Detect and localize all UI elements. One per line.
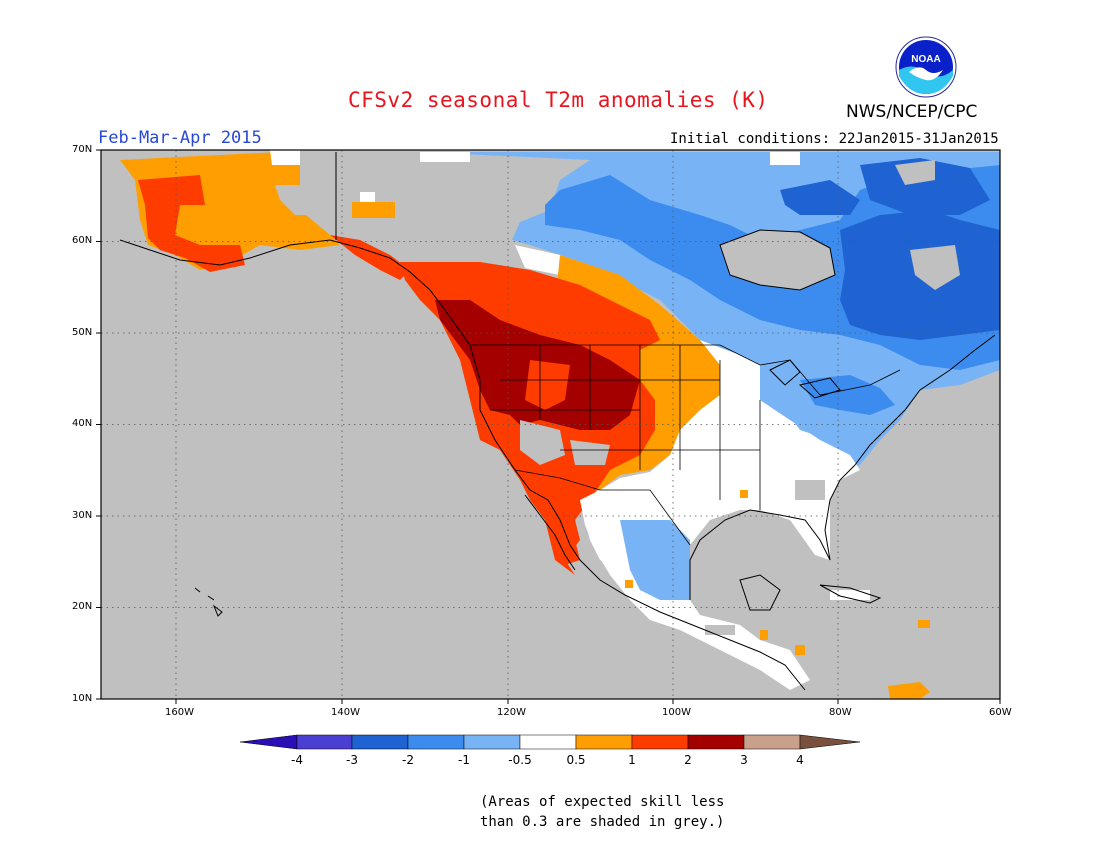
state-lines bbox=[490, 345, 761, 510]
colorbar-label: -0.5 bbox=[508, 753, 532, 767]
yukon-orange-patch bbox=[352, 202, 395, 218]
lat-label: 40N bbox=[72, 418, 93, 429]
central-america-orange-dot bbox=[760, 630, 768, 640]
colorbar-label: -3 bbox=[346, 753, 358, 767]
lat-label: 30N bbox=[72, 510, 93, 521]
bc-coast-red bbox=[330, 235, 410, 280]
mexico-orange-dot bbox=[625, 580, 633, 588]
skill-note-line: (Areas of expected skill less bbox=[480, 794, 725, 810]
pacific-coastline bbox=[119, 239, 806, 691]
colorbar-label: 4 bbox=[796, 753, 804, 767]
us-canada-border bbox=[470, 344, 901, 396]
noaa-logo: NOAA bbox=[895, 36, 957, 98]
lat-label: 10N bbox=[72, 693, 93, 704]
lon-label: 140W bbox=[331, 707, 360, 718]
colorbar-swatch-0 bbox=[239, 734, 298, 750]
four-corners-grey bbox=[570, 440, 610, 465]
agency-label: NWS/NCEP/CPC bbox=[846, 102, 978, 122]
colorbar-swatch-7 bbox=[631, 734, 689, 750]
colorbar-label: 2 bbox=[684, 753, 692, 767]
colorbar-swatch-1 bbox=[296, 734, 353, 750]
season-label: Feb-Mar-Apr 2015 bbox=[98, 128, 262, 148]
baja-coastline bbox=[524, 494, 576, 571]
colorbar-swatch-6 bbox=[575, 734, 633, 750]
lon-label: 80W bbox=[829, 707, 852, 718]
lat-label: 20N bbox=[72, 601, 93, 612]
mexico-cool-region bbox=[620, 520, 690, 600]
canada-north-white bbox=[420, 152, 470, 162]
chart-title: CFSv2 seasonal T2m anomalies (K) bbox=[348, 88, 769, 112]
yucatan-coast bbox=[739, 574, 781, 611]
lat-label: 70N bbox=[72, 144, 93, 155]
skill-note-line: than 0.3 are shaded in grey.) bbox=[480, 814, 725, 830]
great-basin-grey bbox=[520, 420, 565, 465]
colorbar-swatch-4 bbox=[463, 734, 521, 750]
alaska-white-patch bbox=[270, 150, 300, 165]
colorbar-swatch-8 bbox=[687, 734, 745, 750]
cuba-white-patch bbox=[830, 590, 870, 600]
arctic-coldest-region bbox=[780, 180, 860, 215]
colorbar-swatch-9 bbox=[743, 734, 801, 750]
central-america-orange-dot-2 bbox=[795, 645, 805, 655]
political-borders bbox=[470, 344, 901, 546]
initial-conditions-label: Initial conditions: 22Jan2015-31Jan2015 bbox=[670, 131, 999, 147]
central-america-grey bbox=[705, 625, 735, 635]
east-us-colder-region bbox=[800, 375, 895, 415]
arctic-coldest-region-2 bbox=[860, 158, 990, 215]
skill-note: (Areas of expected skill less than 0.3 a… bbox=[480, 792, 724, 832]
logo-text: NOAA bbox=[911, 54, 940, 65]
colorbar-label: -1 bbox=[458, 753, 470, 767]
venezuela-orange-patch bbox=[888, 682, 930, 699]
florida-orange-dot bbox=[740, 490, 748, 498]
colorbar-swatch-10 bbox=[799, 734, 861, 750]
colorbar-label: 1 bbox=[628, 753, 636, 767]
nevada-hot-patch bbox=[525, 360, 570, 410]
colorbar-label: -2 bbox=[402, 753, 414, 767]
lat-label: 60N bbox=[72, 235, 93, 246]
lon-label: 120W bbox=[497, 707, 526, 718]
gulf-coastline bbox=[689, 464, 856, 600]
labrador-grey bbox=[895, 160, 935, 185]
colorbar-swatch-2 bbox=[351, 734, 409, 750]
lon-label: 100W bbox=[662, 707, 691, 718]
us-mexico-border bbox=[514, 469, 691, 546]
colorbar bbox=[239, 734, 861, 750]
colorbar-swatch-3 bbox=[407, 734, 465, 750]
hawaii-islands bbox=[194, 587, 223, 617]
colorbar-label: 0.5 bbox=[566, 753, 586, 767]
yukon-white-patch bbox=[360, 192, 375, 202]
frame-ticks bbox=[96, 149, 1001, 704]
lon-label: 60W bbox=[989, 707, 1012, 718]
canada-arctic-white-patch bbox=[770, 152, 800, 165]
anomaly-fields bbox=[120, 150, 1000, 699]
alaska-grey-patch bbox=[275, 185, 315, 215]
colorbar-label: 3 bbox=[740, 753, 748, 767]
caribbean-orange-dot bbox=[918, 620, 930, 628]
lon-label: 160W bbox=[165, 707, 194, 718]
southeast-grey-patch bbox=[795, 480, 825, 500]
alaska-hot-region bbox=[138, 175, 245, 272]
lat-lon-grid bbox=[101, 150, 1000, 699]
cuba-coast bbox=[819, 584, 882, 604]
baja-hot-region bbox=[545, 500, 580, 565]
coastlines bbox=[119, 152, 996, 691]
atlantic-coastline bbox=[854, 334, 996, 466]
hudson-bay-coast bbox=[719, 229, 836, 291]
hudson-bay-grey bbox=[720, 230, 835, 290]
east-canada-grey bbox=[910, 245, 960, 290]
colorbar-label: -4 bbox=[291, 753, 303, 767]
lat-label: 50N bbox=[72, 327, 93, 338]
colorbar-swatch-5 bbox=[519, 734, 577, 750]
